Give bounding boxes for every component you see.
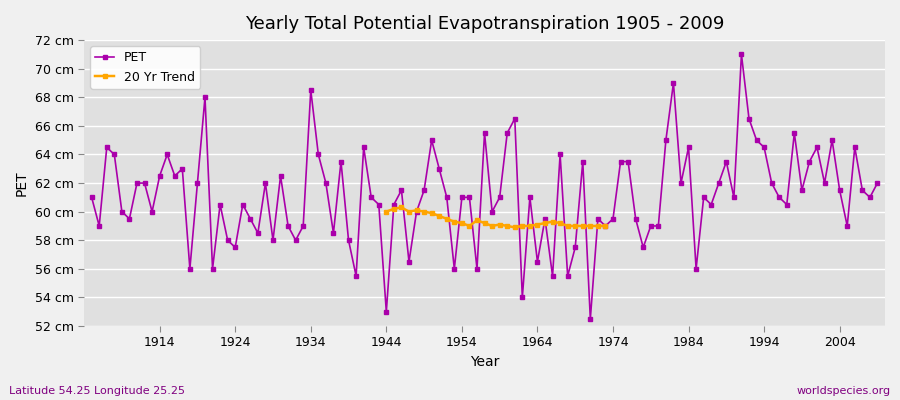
20 Yr Trend (418, 209, 429, 214)
20 Yr Trend (547, 219, 558, 224)
20 Yr Trend (562, 224, 573, 228)
Legend: PET, 20 Yr Trend: PET, 20 Yr Trend (90, 46, 200, 89)
20 Yr Trend (525, 224, 535, 228)
20 Yr Trend (441, 216, 452, 221)
20 Yr Trend (578, 224, 589, 228)
20 Yr Trend (389, 206, 400, 211)
PET (736, 52, 747, 57)
PET (661, 138, 671, 142)
PET (668, 80, 679, 85)
20 Yr Trend (554, 221, 565, 226)
20 Yr Trend (600, 224, 611, 228)
PET (389, 202, 400, 207)
Y-axis label: PET: PET (15, 170, 29, 196)
20 Yr Trend (456, 221, 467, 226)
Text: Latitude 54.25 Longitude 25.25: Latitude 54.25 Longitude 25.25 (9, 386, 185, 396)
Text: worldspecies.org: worldspecies.org (796, 386, 891, 396)
20 Yr Trend (502, 224, 513, 228)
20 Yr Trend (487, 224, 498, 228)
PET (585, 316, 596, 321)
PET (192, 181, 202, 186)
20 Yr Trend (570, 224, 580, 228)
PET (427, 138, 437, 142)
20 Yr Trend (479, 221, 490, 226)
20 Yr Trend (381, 209, 392, 214)
20 Yr Trend (592, 224, 603, 228)
20 Yr Trend (434, 214, 445, 218)
20 Yr Trend (403, 209, 414, 214)
20 Yr Trend (532, 222, 543, 227)
20 Yr Trend (509, 225, 520, 230)
20 Yr Trend (472, 218, 482, 223)
20 Yr Trend (517, 224, 527, 228)
20 Yr Trend (411, 208, 422, 213)
Line: 20 Yr Trend: 20 Yr Trend (384, 205, 608, 230)
20 Yr Trend (427, 211, 437, 216)
20 Yr Trend (540, 221, 551, 226)
X-axis label: Year: Year (470, 355, 500, 369)
20 Yr Trend (494, 222, 505, 227)
PET (94, 224, 104, 228)
20 Yr Trend (396, 205, 407, 210)
20 Yr Trend (464, 224, 475, 228)
20 Yr Trend (449, 219, 460, 224)
Title: Yearly Total Potential Evapotranspiration 1905 - 2009: Yearly Total Potential Evapotranspiratio… (245, 15, 724, 33)
20 Yr Trend (585, 224, 596, 228)
PET (86, 195, 97, 200)
PET (872, 181, 883, 186)
Line: PET: PET (90, 52, 879, 321)
